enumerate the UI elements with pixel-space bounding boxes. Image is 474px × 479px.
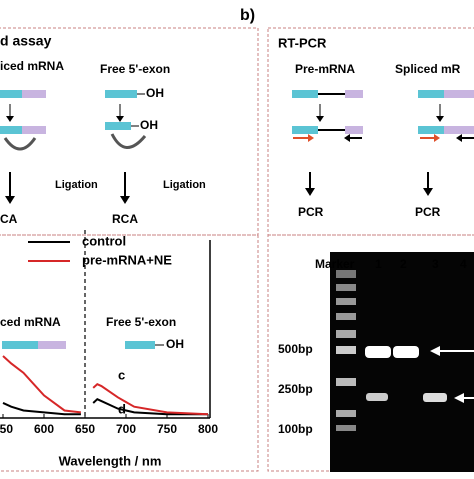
- series-line: [2, 398, 208, 416]
- x-tick-label: 600: [34, 422, 54, 436]
- x-tick-label: 800: [198, 422, 218, 436]
- label: PCR: [298, 205, 324, 219]
- diagram: [2, 341, 164, 349]
- lane-label: 1: [375, 257, 382, 271]
- annotation: OH: [166, 337, 184, 351]
- label: RCA: [112, 212, 138, 226]
- label: Spliced mR: [395, 62, 461, 76]
- diagram: [0, 90, 147, 204]
- label: OH: [146, 86, 164, 100]
- legend-label: pre-mRNA+NE: [82, 252, 172, 267]
- label: OH: [140, 118, 158, 132]
- x-tick-label: 550: [0, 422, 13, 436]
- diagram: [292, 90, 474, 196]
- panel-b-title: RT-PCR: [278, 35, 327, 50]
- gel-bands: [336, 270, 474, 431]
- label: CA: [0, 212, 18, 226]
- panel-letter: b): [240, 7, 255, 24]
- label: iced mRNA: [0, 59, 64, 73]
- size-label: 250bp: [278, 382, 313, 396]
- annotation: Free 5'-exon: [106, 315, 176, 329]
- label: Ligation: [163, 179, 206, 191]
- lane-label: 4: [460, 257, 467, 271]
- annotation: d: [118, 401, 126, 416]
- x-tick-label: 700: [116, 422, 136, 436]
- label: Pre-mRNA: [295, 62, 355, 76]
- series-line: [2, 355, 209, 416]
- label: Free 5'-exon: [100, 62, 170, 76]
- lane-label: 3: [432, 257, 439, 271]
- annotation: c: [118, 367, 125, 382]
- panel-a-title: d assay: [0, 33, 52, 49]
- panel-a-bottom-box: [0, 234, 259, 472]
- x-axis-title: Wavelength / nm: [59, 453, 162, 468]
- annotation: ced mRNA: [0, 315, 61, 329]
- label: PCR: [415, 205, 441, 219]
- size-label: 500bp: [278, 342, 313, 356]
- gel-marker-label: Marker: [315, 257, 355, 271]
- legend-label: control: [82, 233, 126, 248]
- line-chart: 550 600 650 700 750 800 control pre-mRNA+NE: [0, 230, 218, 436]
- x-tick-label: 750: [157, 422, 177, 436]
- label: Ligation: [55, 179, 98, 191]
- size-label: 100bp: [278, 422, 313, 436]
- x-tick-label: 650: [75, 422, 95, 436]
- lane-label: 2: [400, 257, 407, 271]
